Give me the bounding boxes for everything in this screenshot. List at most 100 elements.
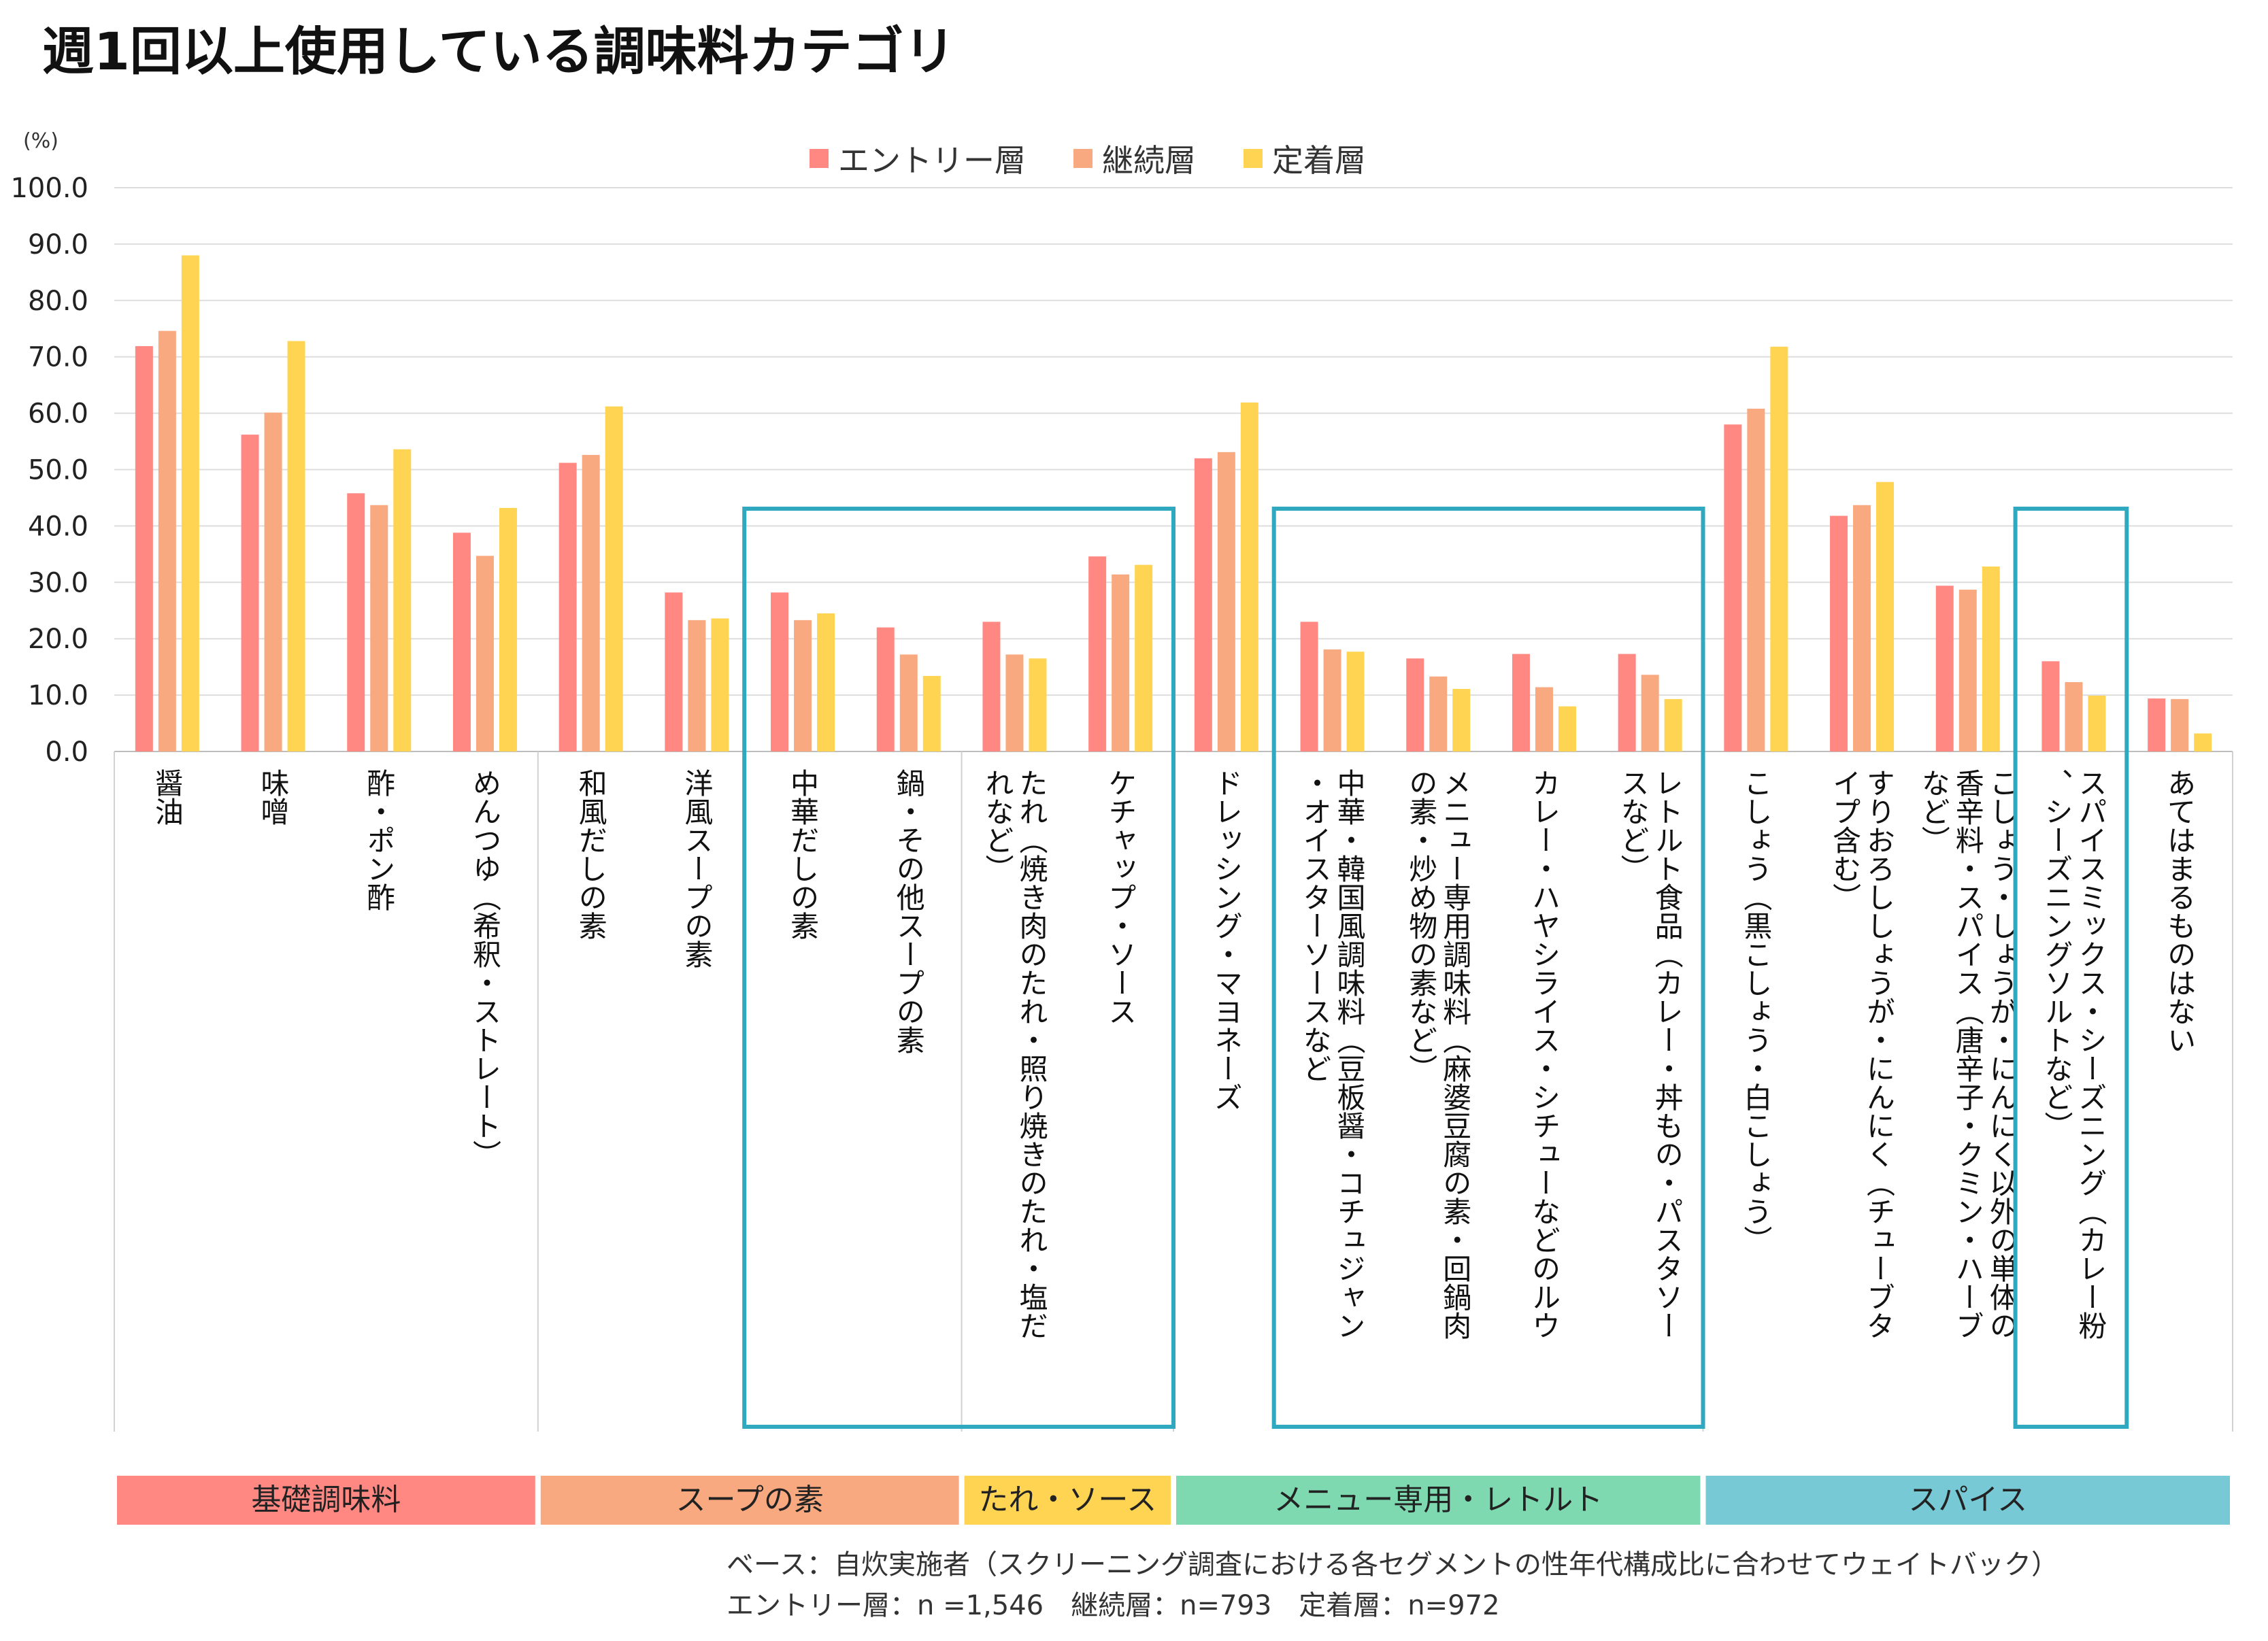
legend-label-entry: エントリー層	[838, 142, 1026, 179]
group-band-label: スープの素	[676, 1483, 824, 1517]
bar	[982, 622, 1001, 751]
bar	[2171, 698, 2189, 751]
y-tick-label: 40.0	[28, 511, 88, 542]
y-tick-label: 80.0	[28, 286, 88, 317]
group-band-label: スパイス	[1908, 1483, 2027, 1517]
bar	[476, 556, 494, 751]
y-tick-label: 90.0	[28, 229, 88, 260]
y-tick-label: 0.0	[45, 737, 88, 768]
category-label: カレー・ハヤシライス・シチューなどのルウ	[1527, 768, 1561, 1340]
y-tick-label: 10.0	[28, 680, 88, 711]
bar	[287, 341, 305, 751]
category-label: レトルト食品（カレー・丼もの・パスタソースなど）	[1616, 768, 1684, 1340]
highlight-box	[742, 507, 1175, 1429]
category-label: めんつゆ（希釈・ストレート）	[468, 768, 501, 1168]
category-label: ドレッシング・マヨネーズ	[1210, 768, 1243, 1111]
bar	[665, 592, 683, 751]
bar	[1830, 515, 1848, 751]
category-label: たれ（焼き肉のたれ・照り焼きのたれ・塩だれなど）	[981, 768, 1048, 1340]
category-label: こしょう・しょうが・にんにく以外の単体の香辛料・スパイス（唐辛子・クミン・ハーブ…	[1917, 768, 2018, 1340]
category-label: こしょう（黒こしょう・白こしょう）	[1739, 768, 1773, 1254]
bar	[605, 406, 623, 751]
bar	[1982, 566, 2000, 751]
highlight-box	[2013, 507, 2129, 1429]
bar	[2148, 698, 2166, 751]
bar	[1194, 458, 1212, 751]
legend-swatch-continue	[1073, 149, 1093, 168]
bar	[2065, 682, 2083, 751]
group-band	[1176, 1476, 1701, 1525]
bar	[1346, 652, 1365, 751]
bar	[1770, 346, 1788, 751]
bar	[135, 345, 153, 752]
category-label: 和風だしの素	[574, 768, 607, 940]
category-label: スパイスミックス・シーズニング（カレー粉、シーズニングソルトなど）	[2040, 768, 2107, 1340]
legend-item-continue: 継続層	[1073, 136, 1196, 181]
category-label: 中華だしの素	[786, 768, 820, 940]
bar	[1088, 556, 1107, 751]
bar	[1935, 586, 1954, 751]
category-label: メニュー専用調味料（麻婆豆腐の素・回鍋肉の素・炒め物の素など）	[1405, 768, 1472, 1340]
bar	[241, 435, 259, 751]
bar	[558, 462, 577, 751]
legend-swatch-entry	[810, 149, 829, 168]
group-band	[540, 1476, 959, 1525]
bar	[393, 449, 412, 751]
y-tick-label: 100.0	[10, 173, 88, 204]
bar	[1664, 698, 1682, 751]
bar	[452, 532, 471, 751]
bar	[1406, 658, 1424, 751]
bar	[2088, 695, 2106, 751]
y-tick-label: 30.0	[28, 567, 88, 598]
bar	[2194, 733, 2212, 751]
chart-title: 週1回以上使用している調味料カテゴリ	[42, 21, 956, 82]
y-tick-label: 70.0	[28, 342, 88, 373]
bar	[2041, 661, 2060, 751]
category-label: 鍋・その他スープの素	[892, 768, 925, 1054]
bar	[1558, 706, 1576, 751]
legend-label-continue: 継続層	[1102, 142, 1196, 179]
bar	[1112, 574, 1130, 751]
bar	[1618, 654, 1636, 751]
bar	[499, 507, 517, 751]
bar	[370, 505, 388, 751]
bar	[1135, 564, 1153, 751]
bar	[1958, 590, 1977, 751]
bar	[1853, 505, 1871, 751]
bar	[582, 454, 600, 751]
base-note: ベース：自炊実施者（スクリーニング調査における各セグメントの性年代構成比に合わせ…	[727, 1549, 2058, 1580]
bar	[1747, 408, 1765, 751]
category-label: あてはまるものはない	[2163, 768, 2197, 1054]
bar	[876, 627, 895, 751]
bar	[794, 620, 812, 751]
category-label: 酢・ポン酢	[363, 768, 396, 911]
bar	[158, 331, 176, 751]
group-band-label: メニュー専用・レトルト	[1273, 1483, 1603, 1517]
category-label: 中華・韓国風調味料（豆板醤・コチュジャン・オイスターソースなど	[1299, 768, 1366, 1340]
y-axis-unit: (%)	[23, 129, 59, 153]
group-band	[964, 1476, 1171, 1525]
bar	[1452, 688, 1471, 751]
legend-label-fixed: 定着層	[1272, 142, 1366, 179]
group-band	[117, 1476, 535, 1525]
category-label: すりおろししょうが・にんにく（チューブタイプ含む）	[1829, 768, 1896, 1340]
bar	[771, 592, 789, 751]
bar	[1512, 654, 1530, 751]
bar	[1240, 402, 1258, 751]
category-label: 味噌	[256, 768, 290, 826]
bar	[899, 654, 918, 751]
bar	[181, 255, 199, 752]
legend: エントリー層 継続層 定着層	[810, 136, 1366, 181]
highlight-box	[1271, 507, 1705, 1429]
category-label: 洋風スープの素	[680, 768, 714, 968]
bar	[1641, 675, 1659, 751]
group-band-label: 基礎調味料	[251, 1483, 401, 1517]
bar	[1300, 622, 1318, 751]
bar	[817, 613, 835, 751]
bar	[711, 618, 729, 751]
bar	[1429, 676, 1448, 751]
legend-item-entry: エントリー層	[810, 136, 1026, 181]
bar	[1876, 481, 1895, 751]
group-band	[1705, 1476, 2230, 1525]
sample-size-note: エントリー層：n =1,546 継続層：n=793 定着層：n=972	[727, 1590, 1500, 1621]
